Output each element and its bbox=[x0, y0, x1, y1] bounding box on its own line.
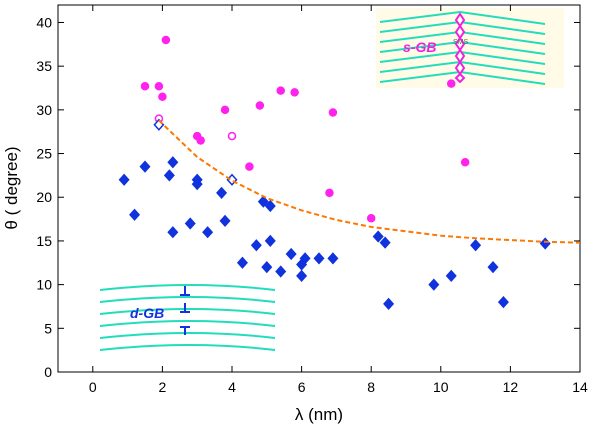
point bbox=[184, 217, 196, 230]
y-tick-label: 15 bbox=[36, 233, 52, 249]
point bbox=[446, 79, 456, 88]
point bbox=[428, 278, 440, 291]
point bbox=[299, 252, 311, 265]
point bbox=[379, 236, 391, 249]
point bbox=[167, 156, 179, 169]
y-tick-label: 25 bbox=[36, 146, 52, 162]
y-tick-label: 20 bbox=[36, 189, 52, 205]
point bbox=[216, 186, 228, 199]
point bbox=[264, 199, 276, 213]
y-tick-label: 30 bbox=[36, 102, 52, 118]
point bbox=[129, 208, 141, 221]
point bbox=[196, 136, 205, 145]
annotation: d-GB bbox=[130, 305, 164, 321]
point bbox=[257, 195, 269, 208]
point bbox=[313, 252, 325, 265]
point bbox=[140, 82, 150, 91]
point bbox=[285, 247, 297, 261]
point bbox=[167, 226, 179, 239]
point bbox=[250, 239, 262, 252]
point bbox=[236, 256, 248, 269]
y-tick-label: 40 bbox=[36, 14, 52, 30]
inset-d-gb bbox=[99, 284, 276, 351]
point bbox=[275, 265, 287, 278]
point bbox=[276, 86, 285, 95]
x-tick-label: 12 bbox=[503, 379, 519, 395]
point bbox=[325, 188, 334, 198]
point bbox=[161, 35, 171, 45]
y-tick-label: 35 bbox=[36, 58, 52, 74]
annotation: s-GB bbox=[403, 39, 436, 55]
x-tick-label: 6 bbox=[298, 379, 306, 395]
point bbox=[158, 92, 167, 101]
point bbox=[539, 237, 551, 250]
x-axis-label: λ (nm) bbox=[295, 405, 343, 424]
point bbox=[264, 234, 276, 248]
x-tick-label: 14 bbox=[572, 379, 588, 395]
x-tick-label: 4 bbox=[228, 379, 236, 395]
x-tick-label: 2 bbox=[159, 379, 167, 395]
point bbox=[445, 269, 457, 283]
annotation: SMS bbox=[453, 39, 469, 46]
point bbox=[366, 213, 376, 223]
point bbox=[290, 88, 299, 97]
inset-s-gb bbox=[376, 8, 564, 88]
point bbox=[191, 178, 203, 191]
point bbox=[139, 160, 151, 173]
fit-line bbox=[158, 119, 581, 244]
y-tick-label: 0 bbox=[44, 364, 52, 380]
x-tick-label: 8 bbox=[367, 379, 375, 395]
point bbox=[460, 158, 470, 167]
point bbox=[219, 214, 231, 227]
point bbox=[383, 297, 395, 310]
y-axis-label: θ ( degree) bbox=[2, 146, 21, 229]
x-tick-label: 0 bbox=[89, 379, 97, 395]
point bbox=[245, 162, 254, 171]
point bbox=[202, 226, 214, 239]
point bbox=[328, 108, 338, 117]
point bbox=[118, 173, 130, 186]
point bbox=[255, 101, 265, 110]
point bbox=[327, 252, 339, 265]
point bbox=[372, 230, 384, 243]
point bbox=[154, 82, 164, 91]
point bbox=[296, 269, 308, 283]
y-tick-label: 10 bbox=[36, 277, 52, 293]
point bbox=[497, 295, 509, 309]
point bbox=[470, 239, 482, 252]
point bbox=[261, 261, 273, 274]
x-tick-label: 10 bbox=[433, 379, 449, 395]
point bbox=[163, 169, 175, 182]
point bbox=[227, 131, 237, 141]
point bbox=[487, 261, 499, 274]
point bbox=[220, 105, 230, 115]
plot-frame bbox=[57, 4, 581, 373]
y-tick-label: 5 bbox=[44, 320, 52, 336]
